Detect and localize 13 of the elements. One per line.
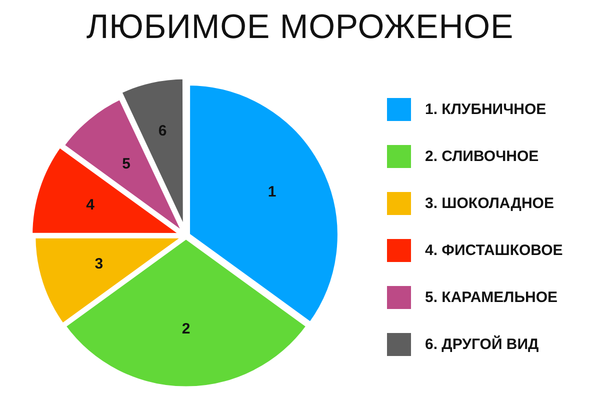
legend-label: 1. КЛУБНИЧНОЕ bbox=[425, 101, 546, 118]
legend-label: 3. ШОКОЛАДНОЕ bbox=[425, 195, 554, 212]
text: 6 bbox=[158, 122, 167, 140]
text: 1 bbox=[268, 184, 276, 201]
text: 2 bbox=[182, 320, 190, 338]
text: 5 bbox=[122, 155, 131, 172]
legend-label: 5. КАРАМЕЛЬНОЕ bbox=[425, 289, 558, 306]
chart-title: ЛЮБИМОЕ МОРОЖЕНОЕ bbox=[85, 8, 515, 47]
legend-label: 6. ДРУГОЙ ВИД bbox=[425, 336, 539, 353]
legend-label: 2. СЛИВОЧНОЕ bbox=[425, 148, 539, 165]
text: 3 bbox=[94, 256, 104, 273]
legend-label: 4. ФИСТАШКОВОЕ bbox=[425, 242, 563, 259]
text: 4 bbox=[86, 196, 94, 214]
